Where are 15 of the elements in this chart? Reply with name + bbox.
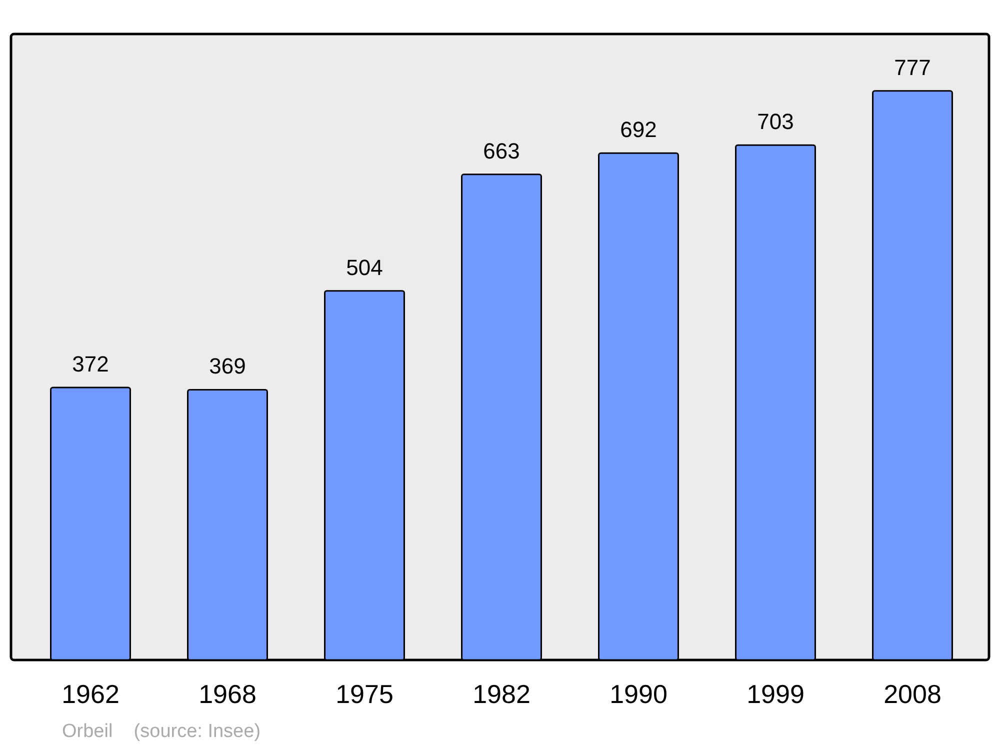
x-tick-label: 1962 — [62, 679, 120, 709]
data-label: 703 — [757, 109, 794, 134]
data-label: 372 — [72, 352, 109, 377]
x-tick-label: 1975 — [336, 679, 394, 709]
x-tick-label: 1990 — [610, 679, 668, 709]
data-label: 369 — [209, 354, 246, 379]
data-label: 777 — [894, 54, 931, 80]
data-label: 504 — [346, 254, 383, 280]
x-tick-label: 1999 — [746, 679, 804, 709]
data-label: 692 — [620, 117, 657, 142]
x-tick-label: 1968 — [198, 679, 256, 709]
x-tick-label: 1982 — [472, 679, 530, 709]
x-tick-label: 2008 — [884, 679, 942, 709]
data-label: 663 — [483, 138, 520, 164]
text: Orbeil (source: Insee) — [62, 721, 261, 742]
